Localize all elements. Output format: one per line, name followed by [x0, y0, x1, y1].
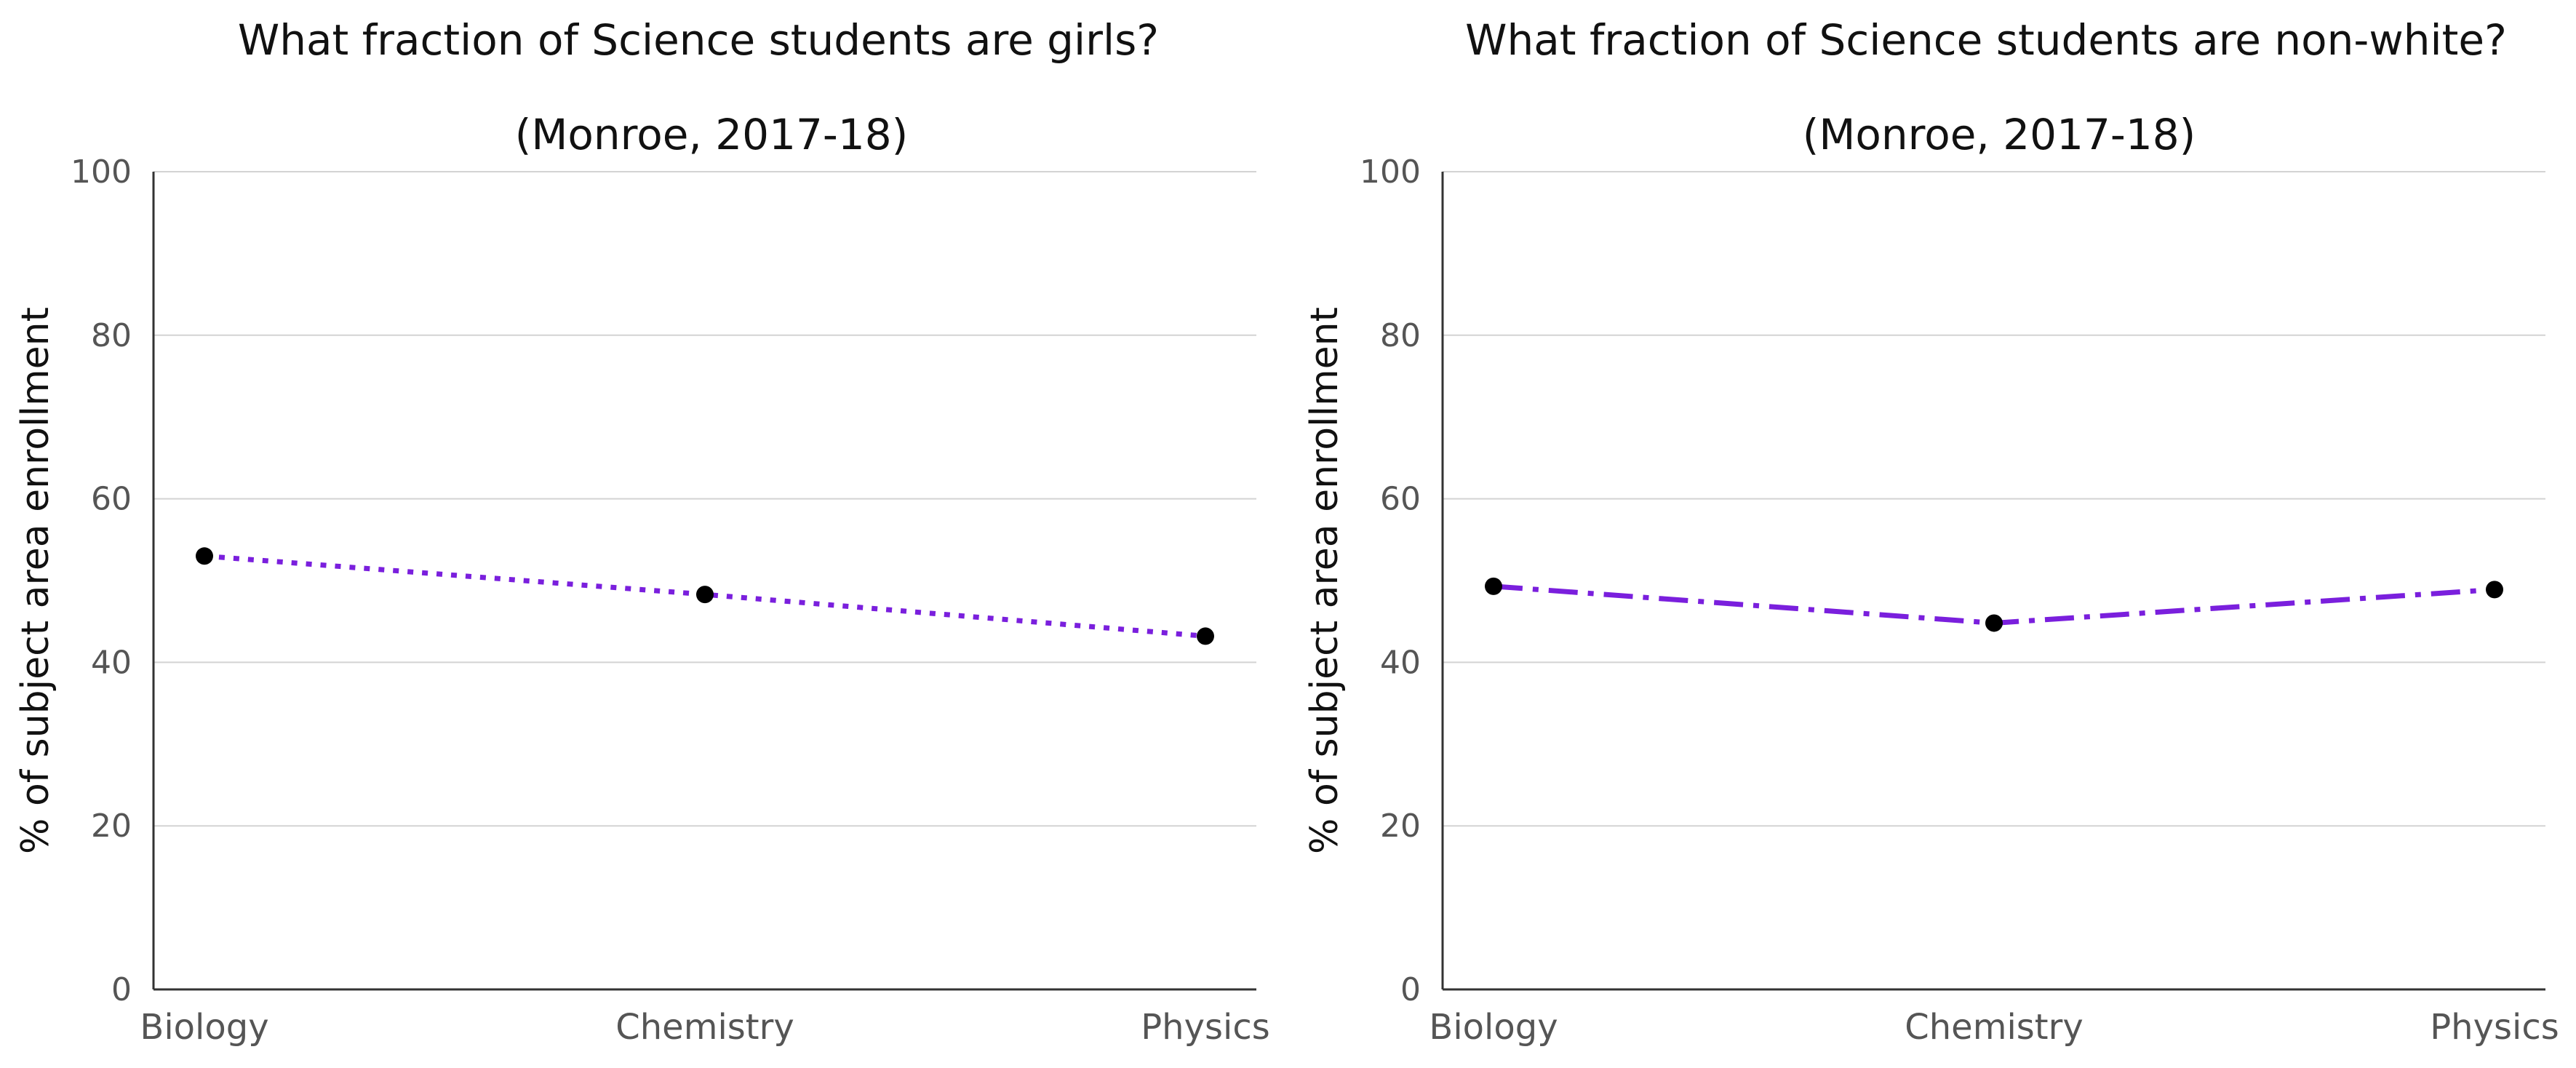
- y-axis-label: % of subject area enrollment: [14, 307, 57, 854]
- y-tick-label: 60: [91, 481, 132, 518]
- x-tick-label: Biology: [1429, 1007, 1558, 1048]
- x-tick-label: Physics: [2430, 1007, 2559, 1048]
- y-tick-label: 20: [1380, 808, 1421, 845]
- y-tick-labels: 0 20 40 60 80 100: [71, 154, 132, 1008]
- x-tick-label: Biology: [140, 1007, 268, 1048]
- y-tick-label: 100: [1360, 154, 1421, 191]
- girls-fraction-chart: What fraction of Science students are gi…: [14, 15, 1270, 1048]
- chart-axes: [152, 172, 1256, 991]
- data-point: [196, 547, 213, 565]
- y-tick-label: 60: [1380, 481, 1421, 518]
- y-tick-label: 20: [91, 808, 132, 845]
- x-tick-labels: Biology Chemistry Physics: [140, 1007, 1269, 1048]
- nonwhite-fraction-chart: What fraction of Science students are no…: [1303, 15, 2559, 1048]
- x-tick-label: Chemistry: [615, 1007, 794, 1048]
- chart-series: [196, 547, 1214, 645]
- y-tick-label: 80: [1380, 317, 1421, 354]
- y-tick-labels: 0 20 40 60 80 100: [1360, 154, 1421, 1008]
- chart-title: What fraction of Science students are gi…: [238, 15, 1159, 65]
- chart-subtitle: (Monroe, 2017-18): [1803, 110, 2196, 159]
- chart-grid: [153, 171, 1256, 827]
- y-tick-label: 40: [1380, 644, 1421, 681]
- y-tick-label: 0: [111, 971, 132, 1008]
- y-tick-label: 0: [1400, 971, 1421, 1008]
- y-tick-label: 80: [91, 317, 132, 354]
- data-point: [1985, 614, 2003, 632]
- chart-grid: [1443, 171, 2545, 827]
- y-axis-label: % of subject area enrollment: [1303, 307, 1347, 854]
- x-tick-labels: Biology Chemistry Physics: [1429, 1007, 2559, 1048]
- y-tick-label: 40: [91, 644, 132, 681]
- data-point: [1197, 627, 1214, 645]
- chart-series: [1485, 577, 2503, 632]
- y-tick-label: 100: [71, 154, 132, 191]
- data-point: [696, 586, 714, 604]
- chart-title: What fraction of Science students are no…: [1465, 15, 2507, 65]
- chart-subtitle: (Monroe, 2017-18): [515, 110, 909, 159]
- x-tick-label: Physics: [1141, 1007, 1270, 1048]
- chart-axes: [1441, 172, 2545, 991]
- data-point: [1485, 577, 1502, 595]
- x-tick-label: Chemistry: [1905, 1007, 2083, 1048]
- data-point: [2486, 581, 2503, 599]
